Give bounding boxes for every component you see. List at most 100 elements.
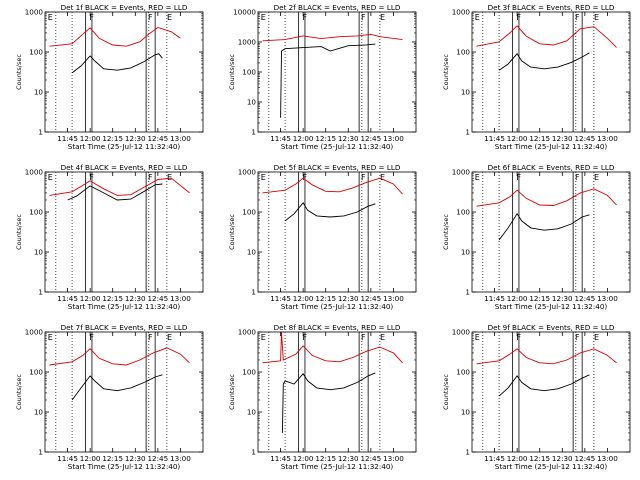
y-tick-label: 100 (242, 68, 256, 77)
x-tick-label: 11:45 (270, 134, 291, 143)
y-tick-label: 1 (38, 128, 43, 137)
x-axis-label: Start Time (25-Jul-12 11:32:40) (68, 462, 181, 471)
x-tick-label: 12:30 (125, 454, 146, 463)
series-events-line (498, 52, 590, 71)
y-tick-label: 1 (38, 448, 43, 457)
x-tick-label: 11:45 (57, 134, 78, 143)
y-tick-label: 1 (38, 288, 43, 297)
y-tick-label: 10 (34, 248, 44, 257)
x-tick-label: 12:30 (338, 134, 359, 143)
y-tick-label: 1000 (238, 328, 257, 337)
series-lld-line (49, 27, 181, 47)
x-axis-label: Start Time (25-Jul-12 11:32:40) (68, 142, 181, 151)
event-label: F (575, 173, 580, 182)
event-label: E (594, 333, 599, 342)
event-label: F (575, 333, 580, 342)
x-tick-label: 12:30 (552, 454, 573, 463)
event-label: F (302, 173, 307, 182)
x-tick-label: 12:15 (102, 134, 123, 143)
series-events-line (71, 53, 163, 74)
series-events-line (498, 374, 590, 397)
plot-frame (44, 11, 204, 133)
x-tick-label: 13:00 (597, 134, 618, 143)
event-label: F (302, 333, 307, 342)
series-lld-line (476, 188, 617, 207)
series-events-line (281, 372, 376, 433)
event-label: F (361, 13, 366, 22)
y-tick-label: 1000 (452, 8, 471, 17)
series-lld-line (262, 33, 403, 42)
event-label: E (380, 13, 385, 22)
x-tick-label: 12:30 (338, 294, 359, 303)
x-tick-label: 12:45 (360, 134, 381, 143)
series-events-line (498, 212, 590, 241)
y-axis-label: Counts/sec (15, 214, 23, 250)
plot-frame (471, 11, 631, 133)
x-tick-label: 13:00 (597, 454, 618, 463)
x-tick-label: 12:30 (552, 134, 573, 143)
plot-frame (471, 171, 631, 293)
series-events-line (284, 202, 376, 222)
event-label: E (594, 173, 599, 182)
panel-title: Det 2f BLACK = Events, RED = LLD (274, 3, 401, 12)
x-tick-label: 13:00 (383, 294, 404, 303)
event-label: F (148, 173, 153, 182)
y-tick-label: 100 (456, 208, 470, 217)
y-tick-label: 100 (29, 208, 43, 217)
x-tick-label: 12:45 (147, 134, 168, 143)
x-tick-label: 12:00 (80, 294, 101, 303)
x-tick-label: 12:15 (315, 454, 336, 463)
event-label: E (167, 333, 172, 342)
x-axis-label: Start Time (25-Jul-12 11:32:40) (281, 462, 394, 471)
y-tick-label: 100 (456, 368, 470, 377)
series-lld-line (476, 348, 617, 365)
x-tick-label: 12:00 (80, 134, 101, 143)
y-tick-label: 1 (465, 288, 470, 297)
x-axis-label: Start Time (25-Jul-12 11:32:40) (495, 462, 608, 471)
series-lld-line (476, 25, 617, 48)
x-tick-label: 12:30 (338, 454, 359, 463)
event-label: E (380, 173, 385, 182)
y-tick-label: 1000 (452, 168, 471, 177)
event-label: F (575, 13, 580, 22)
panel-title: Det 1f BLACK = Events, RED = LLD (61, 3, 188, 12)
plot-frame (44, 171, 204, 293)
event-label: F (516, 333, 521, 342)
event-label: E (261, 13, 266, 22)
x-tick-label: 12:00 (507, 454, 528, 463)
x-tick-label: 12:00 (293, 134, 314, 143)
event-label: F (89, 13, 94, 22)
y-tick-label: 1 (251, 448, 256, 457)
event-label: E (380, 333, 385, 342)
x-tick-label: 13:00 (597, 294, 618, 303)
y-tick-label: 10 (461, 88, 471, 97)
x-tick-label: 12:15 (315, 134, 336, 143)
x-tick-label: 12:45 (574, 294, 595, 303)
y-tick-label: 10 (247, 98, 257, 107)
y-axis-label: Counts/sec (15, 54, 23, 90)
event-label: F (516, 173, 521, 182)
x-tick-label: 12:15 (529, 294, 550, 303)
x-tick-label: 13:00 (170, 134, 191, 143)
y-tick-label: 1000 (25, 328, 44, 337)
plot-frame (44, 331, 204, 453)
panel-title: Det 4f BLACK = Events, RED = LLD (61, 163, 188, 172)
event-label: F (89, 173, 94, 182)
x-tick-label: 12:15 (102, 454, 123, 463)
event-label: E (594, 13, 599, 22)
y-axis-label: Counts/sec (228, 374, 236, 410)
panel-title: Det 3f BLACK = Events, RED = LLD (488, 3, 615, 12)
x-tick-label: 12:30 (125, 134, 146, 143)
panel-title: Det 6f BLACK = Events, RED = LLD (488, 163, 615, 172)
x-tick-label: 11:45 (270, 294, 291, 303)
y-tick-label: 10 (461, 248, 471, 257)
x-tick-label: 12:00 (80, 454, 101, 463)
